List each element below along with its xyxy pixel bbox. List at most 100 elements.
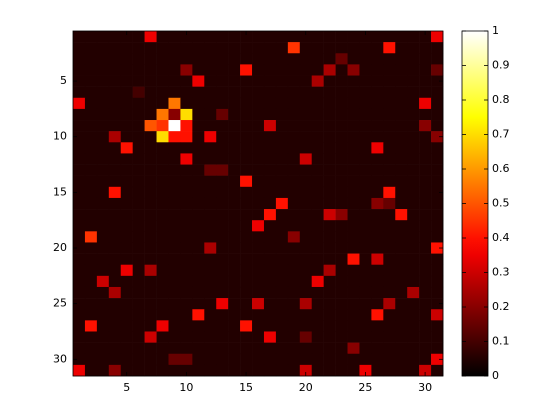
cell — [383, 108, 396, 121]
cell — [204, 242, 217, 254]
cell — [180, 197, 193, 210]
cell — [73, 298, 86, 310]
cell — [383, 220, 396, 232]
cell — [323, 97, 336, 110]
cell — [335, 342, 348, 355]
cell — [263, 197, 277, 210]
cell — [96, 186, 110, 199]
cell — [216, 42, 229, 54]
cell — [108, 342, 122, 355]
cell — [275, 75, 289, 87]
cell — [287, 120, 301, 132]
cell — [240, 153, 253, 165]
cell — [120, 331, 133, 343]
cell — [216, 175, 229, 188]
cell — [383, 64, 396, 76]
colorbar-tick-label: 0.4 — [492, 231, 510, 244]
cell — [96, 242, 110, 254]
cell — [252, 264, 265, 277]
cell — [204, 309, 217, 321]
cell — [73, 164, 86, 176]
cell — [263, 86, 277, 99]
cell — [73, 275, 86, 288]
cell — [73, 86, 86, 99]
cell — [180, 242, 193, 254]
cell — [347, 242, 360, 254]
cell — [431, 231, 444, 243]
cell — [371, 275, 384, 288]
cell — [180, 131, 193, 143]
cell — [192, 353, 205, 366]
cell — [228, 164, 241, 176]
cell — [431, 209, 444, 221]
cell — [132, 298, 145, 310]
cell — [144, 220, 157, 232]
cell — [323, 298, 336, 310]
cell — [192, 197, 205, 210]
cell — [359, 164, 372, 176]
cell — [240, 242, 253, 254]
cell — [192, 220, 205, 232]
cell — [407, 186, 420, 199]
cell — [299, 131, 313, 143]
cell — [395, 331, 408, 343]
cell — [84, 31, 98, 43]
cell — [240, 231, 253, 243]
cell — [407, 309, 420, 321]
cell — [383, 231, 396, 243]
cell — [204, 331, 217, 343]
cell — [192, 53, 205, 65]
cell — [132, 64, 145, 76]
cell — [383, 153, 396, 165]
cell — [323, 286, 336, 299]
cell — [275, 364, 289, 377]
cell — [287, 42, 301, 54]
cell — [180, 186, 193, 199]
cell — [73, 331, 86, 343]
cell — [96, 197, 110, 210]
cell — [168, 142, 181, 154]
cell — [204, 175, 217, 188]
cell — [204, 342, 217, 355]
cell — [371, 164, 384, 176]
cell — [84, 231, 98, 243]
cell — [228, 253, 241, 266]
cell — [299, 175, 313, 188]
cell — [383, 331, 396, 343]
cell — [144, 253, 157, 266]
cell — [120, 153, 133, 165]
cell — [84, 253, 98, 266]
cell — [73, 320, 86, 332]
cell — [311, 320, 324, 332]
cell — [335, 42, 348, 54]
cell — [275, 131, 289, 143]
cell — [263, 175, 277, 188]
cell — [263, 320, 277, 332]
cell — [204, 31, 217, 43]
colorbar-tick-label: 0.5 — [492, 197, 510, 210]
cell — [323, 186, 336, 199]
cell — [96, 253, 110, 266]
cell — [144, 142, 157, 154]
cell — [240, 364, 253, 377]
cell — [431, 31, 444, 43]
x-tick-label: 15 — [239, 381, 253, 394]
cell — [359, 264, 372, 277]
cell — [431, 220, 444, 232]
cell — [335, 353, 348, 366]
cell — [120, 309, 133, 321]
cell — [204, 220, 217, 232]
cell — [311, 353, 324, 366]
cell — [299, 31, 313, 43]
cell — [347, 342, 360, 355]
cell — [96, 331, 110, 343]
cell — [108, 275, 122, 288]
cell — [323, 242, 336, 254]
cell — [407, 331, 420, 343]
cell — [144, 209, 157, 221]
cell — [120, 242, 133, 254]
cell — [144, 320, 157, 332]
cell — [347, 153, 360, 165]
cell — [132, 108, 145, 121]
cell — [132, 275, 145, 288]
